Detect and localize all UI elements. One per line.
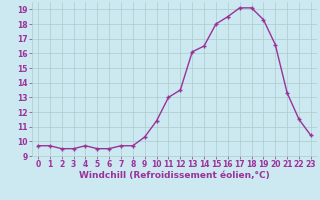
- X-axis label: Windchill (Refroidissement éolien,°C): Windchill (Refroidissement éolien,°C): [79, 171, 270, 180]
